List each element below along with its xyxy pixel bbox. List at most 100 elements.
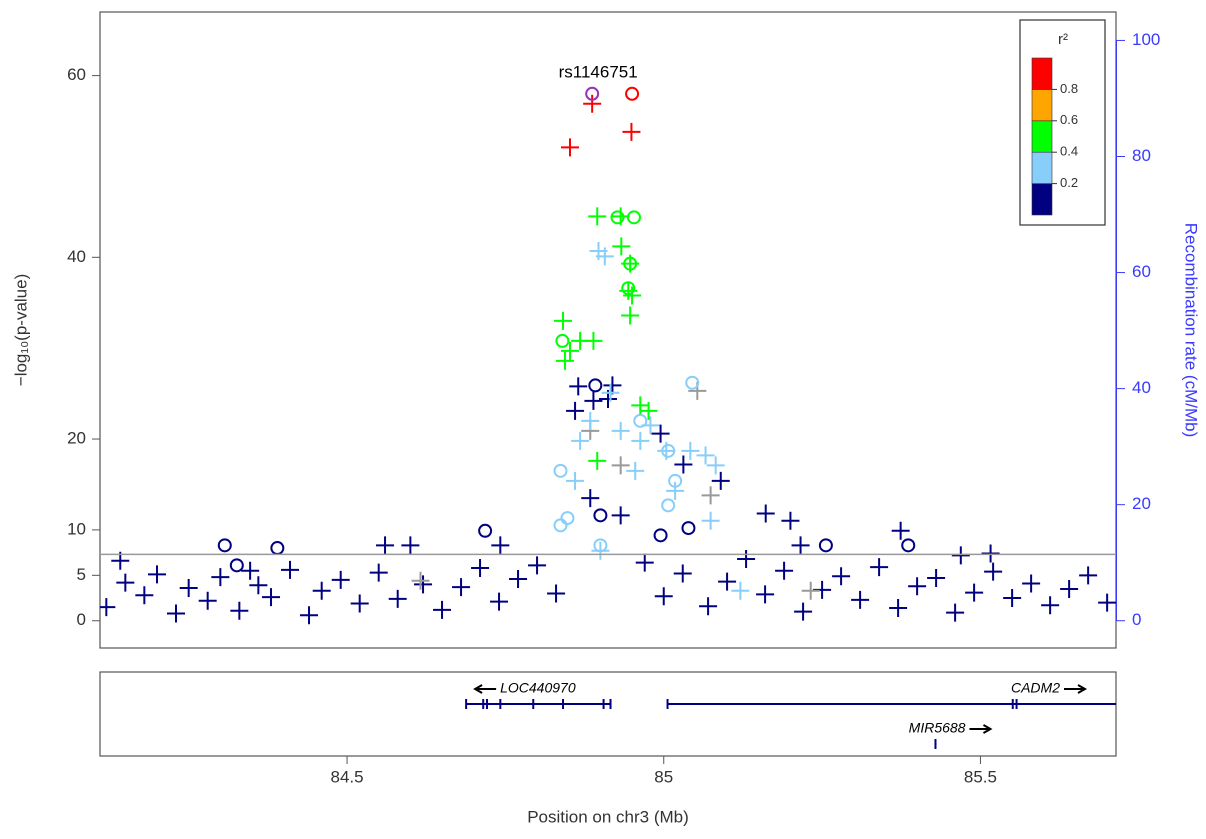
point — [981, 544, 1000, 563]
point — [1041, 596, 1060, 615]
point — [681, 441, 700, 460]
point — [731, 581, 750, 600]
point — [756, 585, 775, 604]
annotation: rs1146751 — [559, 62, 638, 81]
point — [135, 586, 154, 605]
legend-title: r² — [1058, 31, 1068, 48]
point — [584, 391, 603, 410]
point — [300, 606, 319, 625]
point — [262, 588, 281, 607]
point — [781, 511, 800, 530]
point — [241, 561, 260, 580]
point — [818, 538, 833, 553]
point — [588, 207, 607, 226]
point — [401, 536, 420, 555]
legend-tick-label: 0.6 — [1060, 112, 1078, 127]
point — [350, 594, 369, 613]
point — [566, 401, 585, 420]
y-axis-label: −log₁₀(p-value) — [11, 274, 30, 386]
point — [639, 401, 658, 420]
point — [270, 541, 285, 556]
point — [611, 456, 630, 475]
y2-tick-label: 40 — [1132, 378, 1151, 397]
point — [1060, 579, 1079, 598]
legend-swatch — [1031, 120, 1053, 153]
point — [794, 602, 813, 621]
point — [623, 256, 638, 271]
point — [610, 210, 625, 225]
point — [553, 463, 568, 478]
point — [889, 599, 908, 618]
point — [588, 451, 607, 470]
point — [946, 603, 965, 622]
point — [1022, 574, 1041, 593]
point — [478, 523, 493, 538]
y2-tick-label: 0 — [1132, 610, 1141, 629]
point — [198, 591, 217, 610]
legend-swatch — [1031, 89, 1053, 122]
point — [635, 553, 654, 572]
point — [1098, 593, 1116, 612]
point — [701, 486, 720, 505]
point — [312, 581, 331, 600]
point — [411, 571, 430, 590]
y2-tick-label: 80 — [1132, 146, 1151, 165]
point — [651, 424, 670, 443]
point — [1079, 566, 1098, 585]
point — [555, 333, 570, 348]
point — [528, 556, 547, 575]
point — [718, 572, 737, 591]
point — [571, 431, 590, 450]
point — [116, 573, 135, 592]
point — [179, 579, 198, 598]
point — [701, 511, 720, 530]
point — [388, 589, 407, 608]
point — [623, 286, 642, 305]
point — [581, 489, 600, 508]
point — [673, 564, 692, 583]
point — [217, 538, 232, 553]
y-tick-label: 5 — [77, 565, 86, 584]
y-tick-label: 60 — [67, 65, 86, 84]
point — [331, 570, 350, 589]
y-tick-label: 40 — [67, 247, 86, 266]
point — [414, 575, 433, 594]
points — [100, 86, 1116, 625]
point — [452, 578, 471, 597]
point — [555, 351, 574, 370]
y2-tick-label: 60 — [1132, 262, 1151, 281]
point — [901, 538, 916, 553]
point — [1003, 589, 1022, 608]
point — [554, 311, 573, 330]
point — [230, 601, 249, 620]
x-tick-label: 85.5 — [964, 767, 997, 786]
point — [593, 538, 608, 553]
legend-tick-label: 0.2 — [1060, 175, 1078, 190]
y2-tick-label: 20 — [1132, 494, 1151, 513]
point — [595, 247, 614, 266]
y-tick-label: 20 — [67, 429, 86, 448]
point — [801, 581, 820, 600]
genes: LOC440970 CADM2 MIR5688 — [465, 680, 1116, 749]
point — [791, 536, 810, 555]
point — [560, 341, 579, 360]
point — [611, 506, 630, 525]
x-tick-label: 84.5 — [330, 767, 363, 786]
point — [653, 528, 668, 543]
y2-tick-label: 100 — [1132, 30, 1160, 49]
gene-panel-frame — [99, 671, 1117, 757]
point — [908, 577, 927, 596]
point — [633, 413, 648, 428]
point — [100, 598, 116, 617]
point — [491, 536, 510, 555]
legend-swatch — [1031, 57, 1053, 90]
point — [681, 521, 696, 536]
point — [471, 559, 490, 578]
point — [621, 281, 636, 296]
point — [281, 560, 300, 579]
point — [951, 546, 970, 565]
point — [891, 521, 910, 540]
gene-label: CADM2 — [1011, 680, 1060, 696]
point — [685, 375, 700, 390]
